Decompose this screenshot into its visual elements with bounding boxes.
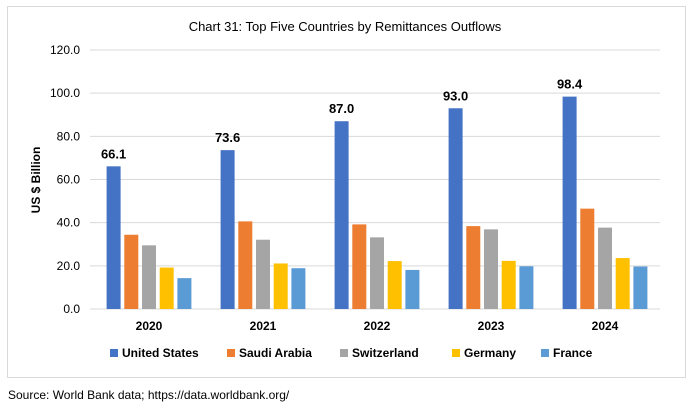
legend-label: Switzerland [352,346,419,360]
bar-france [633,266,648,309]
legend-swatch [110,349,118,357]
bar-saudi-arabia [352,224,367,309]
y-tick-label: 100.0 [50,86,80,100]
bar-united-states [220,150,235,309]
chart-title: Chart 31: Top Five Countries by Remittan… [189,19,502,34]
bar-united-states [562,96,577,310]
x-tick-label: 2024 [592,319,619,333]
legend-swatch [452,349,460,357]
data-label: 98.4 [557,77,583,92]
y-tick-label: 60.0 [57,173,81,187]
x-tick-label: 2022 [364,319,391,333]
legend-swatch [541,349,549,357]
legend-swatch [227,349,235,357]
legend-swatch [340,349,348,357]
x-tick-label: 2020 [136,319,163,333]
bar-saudi-arabia [466,226,481,309]
legend-label: Saudi Arabia [239,346,312,360]
x-tick-label: 2023 [478,319,505,333]
bar-switzerland [484,229,498,309]
data-label: 93.0 [443,88,468,103]
legend-label: United States [122,346,199,360]
bar-germany [387,261,402,309]
data-label: 73.6 [215,130,240,145]
source-note: Source: World Bank data; https://data.wo… [8,388,290,402]
bar-saudi-arabia [238,221,253,309]
bar-switzerland [256,239,270,309]
data-label: 66.1 [101,146,126,161]
bar-switzerland [142,245,156,309]
bar-saudi-arabia [124,234,139,309]
legend-label: France [553,346,593,360]
y-axis-label: US $ Billion [29,147,43,214]
bar-united-states [106,166,121,309]
bar-switzerland [598,227,612,309]
bar-united-states [448,108,463,310]
data-label: 87.0 [329,101,354,116]
legend-label: Germany [464,346,516,360]
bar-united-states [334,121,349,309]
y-tick-label: 20.0 [57,259,81,273]
bar-germany [273,263,288,309]
bar-france [291,268,306,309]
bar-saudi-arabia [580,208,595,309]
chart-frame [7,6,686,378]
bar-switzerland [370,237,384,309]
bar-germany [159,267,174,309]
y-tick-label: 80.0 [57,129,81,143]
bar-germany [615,258,630,309]
bar-france [177,278,192,309]
bar-germany [501,260,516,309]
bar-france [519,266,534,309]
bar-france [405,269,420,309]
y-tick-label: 0.0 [63,302,80,316]
y-tick-label: 120.0 [50,43,80,57]
x-tick-label: 2021 [250,319,277,333]
y-tick-label: 40.0 [57,216,81,230]
